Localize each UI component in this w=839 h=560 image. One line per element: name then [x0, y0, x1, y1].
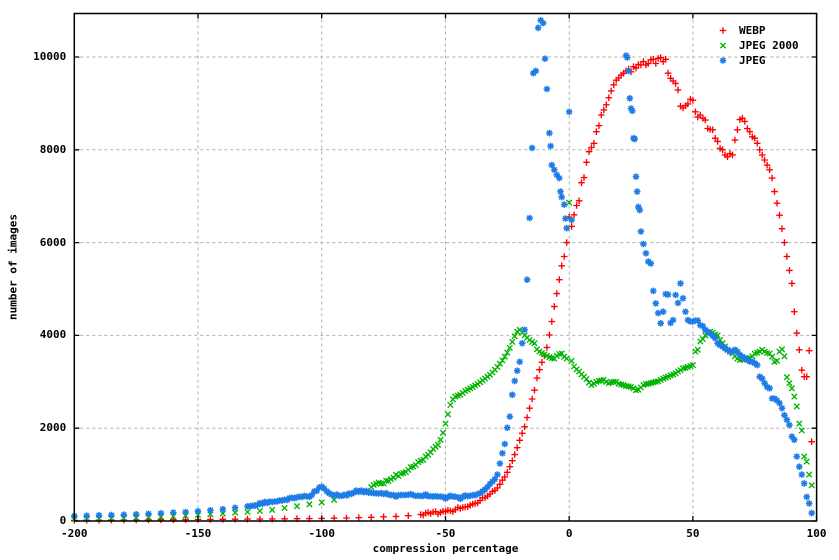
x-axis-label: compression percentage — [372, 542, 519, 555]
plus-marker-icon — [719, 27, 727, 34]
legend-label-webp: WEBP — [739, 24, 766, 37]
y-axis-label: number of images — [6, 214, 20, 320]
legend-label-jpeg: JPEG — [739, 54, 766, 67]
plus-glyph — [719, 27, 727, 34]
grid-lines — [73, 13, 818, 521]
y-tick-label-10000: 10000 — [33, 50, 67, 63]
legend: WEBP JPEG 2000 JPEG — [709, 23, 799, 68]
y-tick-label-4000: 4000 — [39, 328, 67, 342]
y-tick-label-8000: 8000 — [39, 142, 67, 156]
y-tick-label-0: 0 — [59, 514, 67, 527]
series-webp — [71, 54, 815, 524]
x-tick-label-100: 100 — [806, 527, 827, 540]
cross-glyph — [719, 42, 727, 49]
series-jpeg — [71, 17, 815, 520]
x-tick-label--50: -50 — [435, 527, 456, 540]
asterisk-marker-icon — [719, 57, 727, 64]
x-tick-label--150: -150 — [184, 527, 212, 540]
legend-label-jpeg2000: JPEG 2000 — [739, 39, 799, 52]
x-tick-label-50: 50 — [686, 527, 700, 540]
legend-item-webp: WEBP — [709, 23, 799, 38]
y-tick-label-2000: 2000 — [39, 421, 67, 435]
x-tick-label--200: -200 — [61, 527, 88, 540]
legend-item-jpeg: JPEG — [709, 53, 799, 68]
asterisk-glyph — [719, 57, 727, 64]
legend-item-jpeg2000: JPEG 2000 — [709, 38, 799, 53]
cross-marker-icon — [719, 42, 727, 49]
x-tick-label-0: 0 — [565, 527, 573, 540]
plot-border — [73, 12, 818, 522]
x-tick-label--100: -100 — [308, 527, 335, 540]
series-jpeg2000 — [71, 199, 815, 523]
y-tick-label-6000: 6000 — [39, 235, 67, 249]
